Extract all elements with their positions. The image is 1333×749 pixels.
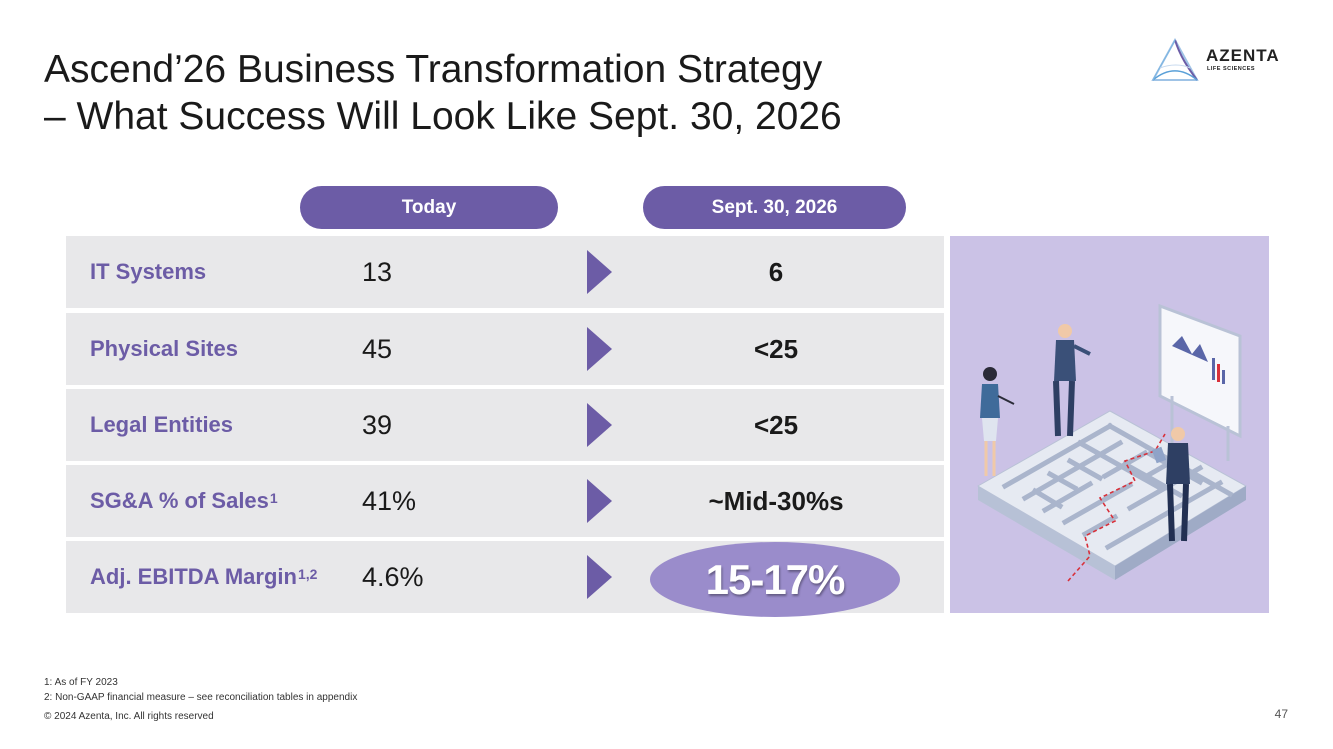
highlight-target-value: 15-17% bbox=[650, 542, 900, 617]
table-row: SG&A % of Sales 1 41% ~Mid-30%s bbox=[66, 465, 944, 537]
row-label: Physical Sites bbox=[90, 313, 238, 385]
footnote-ref: 1 bbox=[269, 490, 278, 506]
row-label: Legal Entities bbox=[90, 389, 233, 461]
table-row: IT Systems 13 6 bbox=[66, 236, 944, 308]
row-target-value: <25 bbox=[753, 333, 799, 364]
footnote-2: 2: Non-GAAP financial measure – see reco… bbox=[44, 692, 358, 703]
table-row: Physical Sites 45 <25 bbox=[66, 313, 944, 385]
column-header-today: Today bbox=[300, 186, 558, 229]
arrow-right-icon bbox=[587, 555, 612, 599]
title-line-1: Ascend’26 Business Transformation Strate… bbox=[44, 48, 823, 91]
copyright: © 2024 Azenta, Inc. All rights reserved bbox=[44, 711, 214, 722]
row-today-value: 4.6% bbox=[362, 561, 424, 592]
row-label-text: Physical Sites bbox=[90, 336, 238, 361]
row-target-value: 6 bbox=[768, 256, 784, 287]
page-number: 47 bbox=[1274, 707, 1288, 721]
azenta-logo-mark-icon bbox=[1151, 38, 1199, 81]
row-label: SG&A % of Sales 1 bbox=[90, 465, 278, 537]
logo-tagline: LIFE SCIENCES bbox=[1207, 66, 1256, 72]
row-today-value: 39 bbox=[362, 409, 393, 440]
maze-strategy-illustration bbox=[950, 236, 1269, 613]
row-today-value: 13 bbox=[362, 256, 393, 287]
azenta-logo: AZENTA LIFE SCIENCES bbox=[1150, 38, 1300, 84]
row-label: IT Systems bbox=[90, 236, 206, 308]
footnote-1: 1: As of FY 2023 bbox=[44, 677, 118, 688]
table-row: Legal Entities 39 <25 bbox=[66, 389, 944, 461]
arrow-right-icon bbox=[587, 479, 612, 523]
column-header-target: Sept. 30, 2026 bbox=[643, 186, 906, 229]
slide-title: Ascend’26 Business Transformation Strate… bbox=[44, 46, 842, 140]
row-label-text: IT Systems bbox=[90, 259, 207, 284]
row-label-text: Legal Entities bbox=[90, 412, 234, 437]
row-target-value: ~Mid-30%s bbox=[708, 485, 844, 516]
logo-name: AZENTA bbox=[1206, 46, 1280, 65]
row-label-text: Adj. EBITDA Margin bbox=[90, 564, 297, 589]
arrow-right-icon bbox=[587, 250, 612, 294]
arrow-right-icon bbox=[587, 327, 612, 371]
title-line-2: – What Success Will Look Like Sept. 30, … bbox=[44, 95, 842, 138]
row-today-value: 45 bbox=[362, 333, 393, 364]
row-label: Adj. EBITDA Margin 1,2 bbox=[90, 541, 317, 613]
row-target-value: <25 bbox=[753, 409, 799, 440]
row-today-value: 41% bbox=[362, 485, 417, 516]
arrow-right-icon bbox=[587, 403, 612, 447]
maze-illustration-icon bbox=[976, 303, 1247, 582]
row-label-text: SG&A % of Sales bbox=[90, 488, 269, 513]
footnote-ref: 1,2 bbox=[297, 566, 318, 582]
